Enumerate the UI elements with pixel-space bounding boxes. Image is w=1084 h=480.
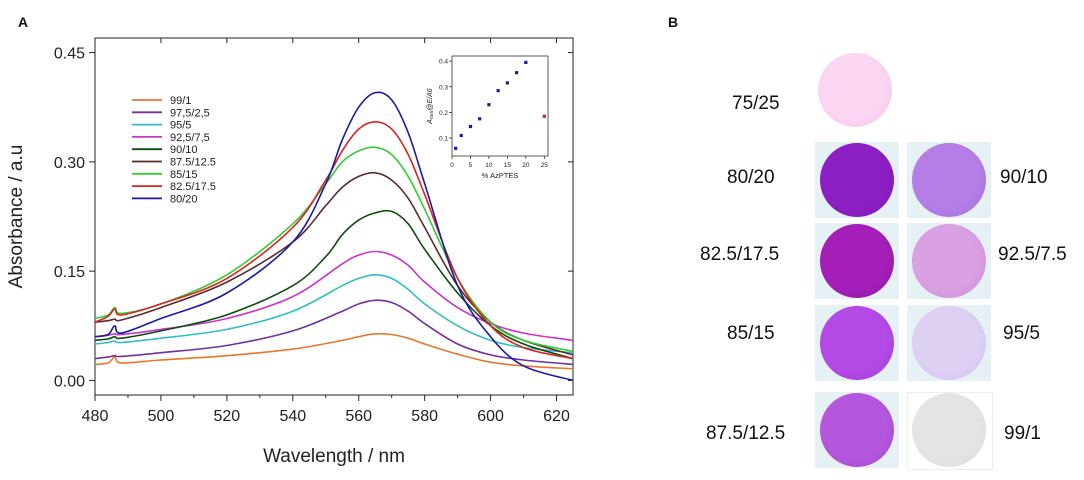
legend-label-2: 95/5 bbox=[170, 120, 191, 132]
sample-label-82-5-17-5: 82.5/17.5 bbox=[700, 244, 780, 265]
legend-label-4: 90/10 bbox=[170, 144, 198, 156]
inset-point-1 bbox=[459, 133, 463, 138]
inset-y-tick-label: 0.4 bbox=[439, 59, 448, 66]
inset-x-tick-label: 10 bbox=[485, 162, 493, 169]
inset-point-7 bbox=[515, 71, 519, 75]
sample-circle-87-5-12-5 bbox=[820, 393, 894, 467]
inset-x-tick-label: 20 bbox=[522, 162, 530, 169]
y-axis-label: Absorbance / a.u bbox=[6, 145, 27, 289]
series-line-1 bbox=[94, 299, 574, 366]
inset-x-tick-label: 15 bbox=[504, 162, 512, 169]
y-tick-label: 0.30 bbox=[54, 155, 85, 172]
plot-frame bbox=[94, 37, 574, 396]
x-tick-label: 560 bbox=[345, 408, 372, 425]
series-line-0 bbox=[94, 332, 574, 370]
legend-label-6: 85/15 bbox=[170, 169, 198, 181]
absorbance-chart: 480 500 520 540 560 580 600 6200.000.150.300.45… bbox=[6, 37, 574, 467]
x-tick-label: 500 bbox=[148, 408, 175, 425]
inset-y-tick-label: 0.2 bbox=[439, 110, 448, 117]
sample-circle-92-5-7-5 bbox=[912, 224, 986, 298]
y-tick-label: 0.15 bbox=[54, 264, 85, 281]
inset-y-tick-label: 0.3 bbox=[439, 84, 448, 91]
inset-x-label: % AzPTES bbox=[482, 171, 519, 180]
sample-circle-82-5-17-5 bbox=[820, 224, 894, 298]
x-tick-label: 600 bbox=[477, 408, 504, 425]
x-tick-label: 580 bbox=[411, 408, 438, 425]
sample-circle-95-5 bbox=[912, 306, 986, 380]
x-tick-label: 480 bbox=[82, 408, 109, 425]
sample-circle-75-25 bbox=[818, 53, 892, 127]
x-axis-label: Wavelength / nm bbox=[263, 446, 405, 467]
sample-label-95-5: 95/5 bbox=[1003, 323, 1040, 344]
sample-label-90-10: 90/10 bbox=[1000, 167, 1048, 188]
legend-label-7: 82.5/17.5 bbox=[170, 181, 216, 193]
sample-label-80-20: 80/20 bbox=[727, 167, 775, 188]
sample-label-87-5-12-5: 87.5/12.5 bbox=[706, 423, 786, 444]
legend-label-8: 80/20 bbox=[170, 193, 198, 205]
inset-x-tick-label: 5 bbox=[469, 162, 473, 169]
sample-label-85-15: 85/15 bbox=[727, 323, 775, 344]
legend-label-5: 87.5/12.5 bbox=[170, 157, 216, 169]
x-tick-label: 520 bbox=[214, 408, 241, 425]
inset-point-4 bbox=[487, 103, 491, 107]
inset-point-2 bbox=[468, 124, 473, 129]
inset-y-label: A₅₆₅@E/A6 bbox=[427, 88, 434, 125]
legend-label-1: 97,5/2,5 bbox=[170, 107, 210, 119]
legend-label-0: 99/1 bbox=[170, 95, 191, 107]
sample-label-92-5-7-5: 92.5/7.5 bbox=[998, 244, 1067, 265]
inset-point-3 bbox=[478, 117, 482, 121]
sample-label-99-1: 99/1 bbox=[1004, 423, 1041, 444]
inset-point-6 bbox=[505, 81, 509, 85]
panel-label-b: B bbox=[668, 14, 679, 30]
inset-frame bbox=[451, 55, 549, 157]
inset-point-8 bbox=[524, 60, 528, 65]
series-line-3 bbox=[94, 250, 574, 342]
sample-label-75-25: 75/25 bbox=[732, 93, 780, 114]
sample-circle-99-1 bbox=[912, 393, 986, 467]
legend-label-3: 92,5/7,5 bbox=[170, 132, 210, 144]
inset-point-9 bbox=[542, 114, 546, 118]
y-tick-label: 0.45 bbox=[54, 46, 85, 63]
inset-y-tick-label: 0.1 bbox=[439, 136, 448, 143]
sample-circle-85-15 bbox=[820, 306, 894, 380]
panel-label-a: A bbox=[18, 14, 29, 30]
series-line-4 bbox=[94, 209, 574, 360]
series-line-2 bbox=[94, 273, 574, 354]
x-tick-label: 620 bbox=[543, 408, 570, 425]
inset-point-5 bbox=[496, 89, 500, 93]
series-line-8 bbox=[94, 91, 574, 382]
sample-circle-80-20 bbox=[820, 143, 894, 217]
x-tick-label: 540 bbox=[279, 408, 306, 425]
series-line-7 bbox=[94, 120, 574, 360]
y-tick-label: 0.00 bbox=[54, 373, 85, 390]
inset-point-0 bbox=[454, 146, 458, 150]
inset-x-tick-label: 25 bbox=[541, 162, 549, 169]
sample-circle-90-10 bbox=[912, 143, 986, 217]
inset-x-tick-label: 0 bbox=[450, 162, 454, 169]
